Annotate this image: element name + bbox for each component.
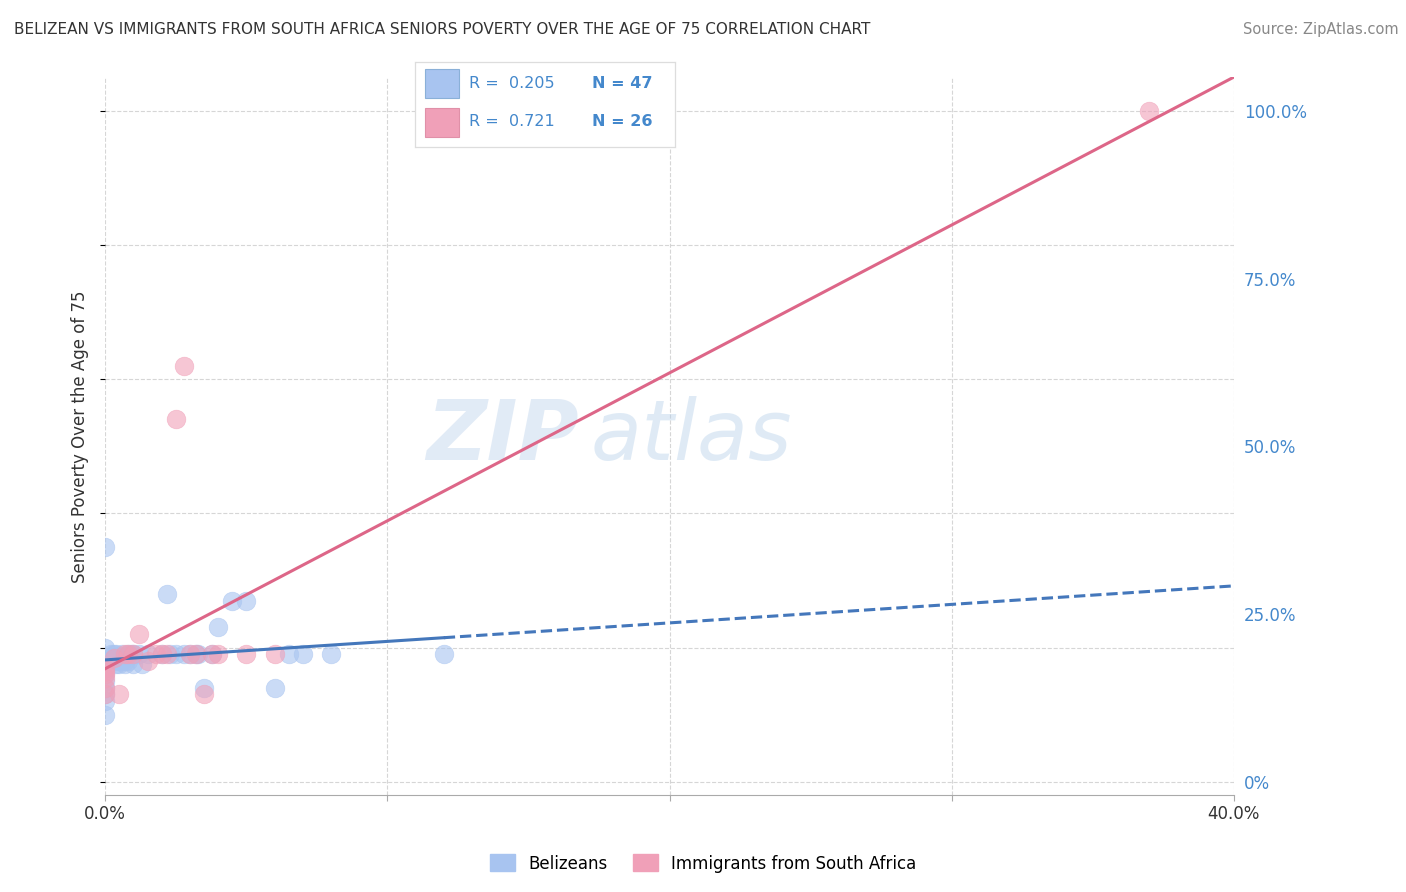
Point <box>122 647 145 661</box>
Point <box>128 627 150 641</box>
Point <box>136 654 159 668</box>
Point <box>207 647 229 661</box>
Point <box>103 654 125 668</box>
Point <box>103 647 125 661</box>
Text: ZIP: ZIP <box>426 396 579 476</box>
Point <box>100 647 122 661</box>
Point <box>111 654 134 668</box>
Point <box>117 647 139 661</box>
Point <box>108 688 131 702</box>
Point <box>103 650 125 665</box>
Point <box>156 587 179 601</box>
Point <box>193 681 215 695</box>
Point <box>94 681 117 695</box>
Point <box>105 647 128 661</box>
Point <box>94 664 117 678</box>
Point <box>173 359 195 373</box>
Point <box>114 654 136 668</box>
Point <box>1137 103 1160 118</box>
Point <box>108 654 131 668</box>
Text: R =  0.721: R = 0.721 <box>470 114 555 129</box>
Point <box>94 660 117 674</box>
Point <box>263 647 285 661</box>
Text: atlas: atlas <box>591 396 792 476</box>
Point <box>94 674 117 689</box>
Point <box>179 647 201 661</box>
Point <box>263 681 285 695</box>
Y-axis label: Seniors Poverty Over the Age of 75: Seniors Poverty Over the Age of 75 <box>72 290 89 582</box>
Point <box>94 667 117 681</box>
Text: BELIZEAN VS IMMIGRANTS FROM SOUTH AFRICA SENIORS POVERTY OVER THE AGE OF 75 CORR: BELIZEAN VS IMMIGRANTS FROM SOUTH AFRICA… <box>14 22 870 37</box>
Point <box>94 654 117 668</box>
Point <box>122 657 145 672</box>
Point <box>94 671 117 685</box>
Point <box>120 647 142 661</box>
Point <box>173 647 195 661</box>
Point <box>165 647 187 661</box>
Point <box>105 657 128 672</box>
Point <box>433 647 456 661</box>
Point <box>117 654 139 668</box>
Point <box>94 707 117 722</box>
Point <box>165 412 187 426</box>
Point <box>108 657 131 672</box>
Point <box>136 647 159 661</box>
Bar <box>425 70 458 98</box>
Point <box>94 694 117 708</box>
Point <box>184 647 207 661</box>
Point <box>114 647 136 661</box>
Point <box>145 647 167 661</box>
Point <box>201 647 224 661</box>
Point <box>221 593 243 607</box>
Point <box>131 657 153 672</box>
Point <box>184 647 207 661</box>
Point <box>122 647 145 661</box>
Point <box>235 647 257 661</box>
Point <box>114 657 136 672</box>
Point <box>235 593 257 607</box>
Point <box>193 688 215 702</box>
Point <box>179 647 201 661</box>
Point <box>111 647 134 661</box>
Point <box>94 667 117 681</box>
Point <box>94 688 117 702</box>
Point <box>201 647 224 661</box>
Text: R =  0.205: R = 0.205 <box>470 76 555 91</box>
Point <box>159 647 181 661</box>
Point <box>94 660 117 674</box>
Point <box>94 540 117 554</box>
Text: Source: ZipAtlas.com: Source: ZipAtlas.com <box>1243 22 1399 37</box>
Point <box>207 620 229 634</box>
Point <box>94 681 117 695</box>
Point <box>156 647 179 661</box>
Text: N = 26: N = 26 <box>592 114 652 129</box>
Text: N = 47: N = 47 <box>592 76 652 91</box>
Point <box>128 647 150 661</box>
Point <box>150 647 173 661</box>
Bar <box>425 108 458 137</box>
Point <box>94 688 117 702</box>
Legend: Belizeans, Immigrants from South Africa: Belizeans, Immigrants from South Africa <box>484 847 922 880</box>
Point <box>150 647 173 661</box>
Point <box>291 647 314 661</box>
Point <box>187 647 209 661</box>
Point <box>94 640 117 655</box>
Point <box>319 647 342 661</box>
Point <box>117 647 139 661</box>
Point <box>277 647 299 661</box>
